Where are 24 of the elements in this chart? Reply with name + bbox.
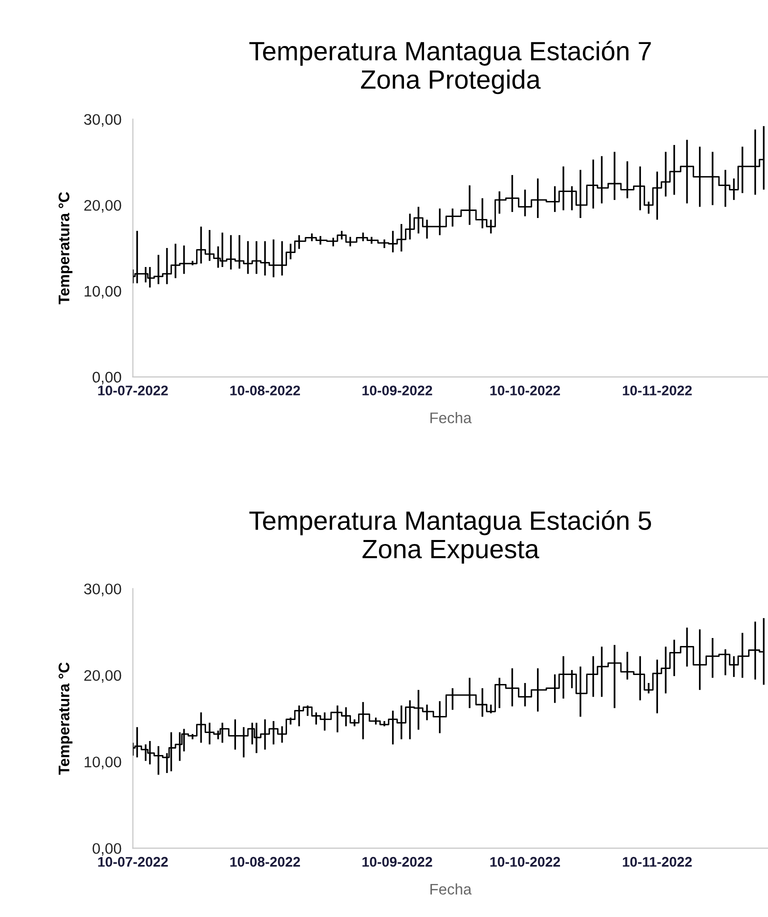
x-tick-label: 10-11-2022 bbox=[622, 386, 692, 396]
x-tick-label: 10-07-2022 bbox=[98, 386, 168, 396]
chart-title: Temperatura Mantagua Estación 7 Zona Protegida bbox=[249, 40, 651, 94]
y-tick-label: 0,00 bbox=[92, 372, 122, 384]
y-tick-label: 20,00 bbox=[84, 670, 122, 683]
y-tick-label: 20,00 bbox=[84, 200, 122, 213]
y-tick-label: 30,00 bbox=[84, 584, 122, 596]
x-axis-title: Fecha bbox=[430, 412, 472, 424]
x-tick-label: 10-09-2022 bbox=[362, 386, 432, 396]
x-tick-label: 10-10-2022 bbox=[490, 856, 560, 867]
x-tick-label: 10-08-2022 bbox=[230, 856, 300, 867]
x-tick-label: 10-07-2022 bbox=[98, 856, 168, 867]
y-tick-label: 10,00 bbox=[84, 756, 122, 770]
y-axis-title: Temperatura °C bbox=[58, 192, 72, 304]
x-tick-label: 10-10-2022 bbox=[490, 386, 560, 396]
x-axis-title: Fecha bbox=[430, 883, 472, 895]
x-tick-label: 10-11-2022 bbox=[622, 856, 692, 867]
y-tick-label: 0,00 bbox=[92, 843, 122, 856]
chart-title: Temperatura Mantagua Estación 5 Zona Expuesta bbox=[249, 510, 652, 564]
y-tick-label: 30,00 bbox=[84, 114, 122, 127]
y-tick-label: 10,00 bbox=[84, 286, 122, 298]
y-axis-title: Temperatura °C bbox=[58, 662, 72, 775]
x-tick-label: 10-09-2022 bbox=[362, 856, 432, 867]
x-tick-label: 10-08-2022 bbox=[230, 386, 300, 396]
